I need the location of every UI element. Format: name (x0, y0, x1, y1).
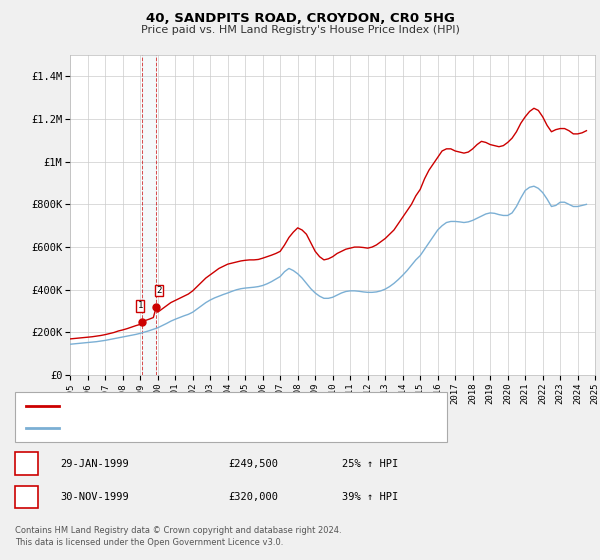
Text: 1: 1 (137, 301, 143, 310)
Bar (142, 55, 157, 375)
Text: HPI: Average price, detached house, Croydon: HPI: Average price, detached house, Croy… (66, 423, 287, 433)
Text: 1: 1 (23, 459, 29, 469)
Text: 40, SANDPITS ROAD, CROYDON, CR0 5HG (detached house): 40, SANDPITS ROAD, CROYDON, CR0 5HG (det… (66, 401, 360, 411)
Text: 29-JAN-1999: 29-JAN-1999 (60, 459, 129, 469)
Text: Contains HM Land Registry data © Crown copyright and database right 2024.: Contains HM Land Registry data © Crown c… (15, 526, 341, 535)
Text: 40, SANDPITS ROAD, CROYDON, CR0 5HG: 40, SANDPITS ROAD, CROYDON, CR0 5HG (146, 12, 454, 25)
Text: 25% ↑ HPI: 25% ↑ HPI (342, 459, 398, 469)
Text: 30-NOV-1999: 30-NOV-1999 (60, 492, 129, 502)
Text: £320,000: £320,000 (228, 492, 278, 502)
Text: Price paid vs. HM Land Registry's House Price Index (HPI): Price paid vs. HM Land Registry's House … (140, 25, 460, 35)
Text: 2: 2 (156, 286, 161, 295)
Text: 2: 2 (23, 492, 29, 502)
Text: £249,500: £249,500 (228, 459, 278, 469)
Text: This data is licensed under the Open Government Licence v3.0.: This data is licensed under the Open Gov… (15, 538, 283, 547)
Text: 39% ↑ HPI: 39% ↑ HPI (342, 492, 398, 502)
